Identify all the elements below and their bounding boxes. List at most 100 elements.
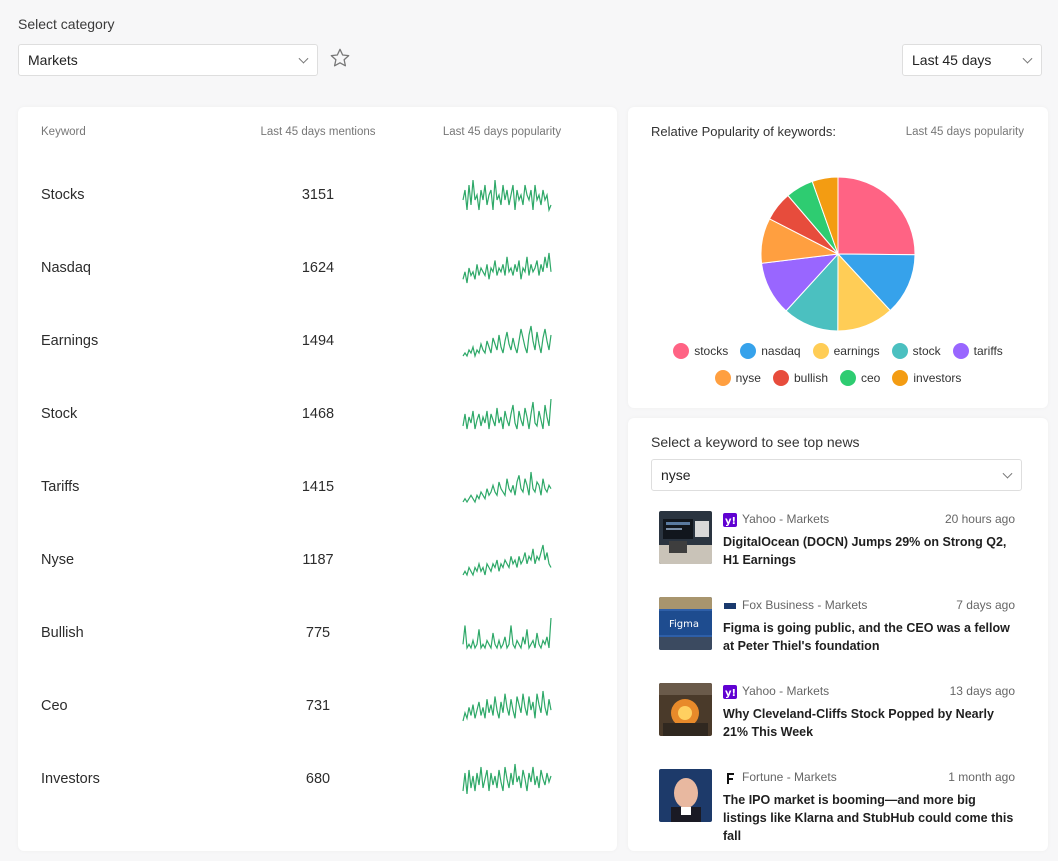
pie-title: Relative Popularity of keywords: [651, 124, 836, 139]
keyword-select[interactable]: nyse [651, 459, 1022, 491]
legend-item-bullish[interactable]: bullish [772, 370, 828, 386]
pie-slice-stocks[interactable] [837, 177, 915, 256]
news-item[interactable]: Fortune - Markets 1 month ago The IPO mark… [659, 769, 1019, 843]
legend-item-stock[interactable]: stock [891, 343, 941, 359]
legend-swatch [952, 343, 969, 359]
table-row[interactable]: Stocks 3151 [18, 159, 617, 232]
news-time: 20 hours ago [944, 512, 1015, 526]
sparkline [462, 325, 552, 359]
legend-swatch [714, 370, 731, 386]
pie-subtitle: Last 45 days popularity [905, 126, 1024, 138]
sparkline-line [462, 471, 552, 504]
pie-slice-investors[interactable] [811, 177, 839, 255]
legend-swatch [812, 343, 829, 359]
legend-label: earnings [833, 344, 880, 358]
news-time: 13 days ago [949, 684, 1015, 698]
category-label: Select category [18, 16, 115, 32]
table-row[interactable]: Tariffs 1415 [18, 451, 617, 524]
column-header-mentions: Last 45 days mentions [260, 126, 376, 138]
legend-item-earnings[interactable]: earnings [812, 343, 880, 359]
news-headline[interactable]: The IPO market is booming—and more big l… [723, 793, 1014, 843]
news-item[interactable]: y! Yahoo - Markets 20 hours ago DigitalOcea… [659, 511, 1019, 581]
sparkline-line [462, 252, 552, 284]
legend-label: bullish [793, 371, 828, 385]
pie-chart[interactable] [761, 177, 915, 331]
news-thumbnail[interactable]: Figma [659, 597, 712, 650]
legend-item-investors[interactable]: investors [892, 370, 961, 386]
chevron-down-icon [1002, 468, 1013, 479]
table-row[interactable]: Stock 1468 [18, 378, 617, 451]
category-select[interactable]: Markets [18, 44, 318, 76]
keyword-cell: Earnings [41, 333, 99, 349]
keyword-cell: Nasdaq [41, 260, 91, 276]
table-row[interactable]: Earnings 1494 [18, 305, 617, 378]
column-header-keyword: Keyword [41, 126, 86, 138]
mentions-cell: 1624 [301, 260, 335, 276]
legend-label: nasdaq [761, 344, 801, 358]
table-row[interactable]: Nasdaq 1624 [18, 232, 617, 305]
sparkline [462, 763, 552, 795]
pie-slice-nasdaq[interactable] [836, 253, 915, 312]
yahoo-logo-icon: y! [723, 513, 737, 527]
pie-legend-row-2: nyse bullish ceo investors [628, 370, 1048, 386]
legend-item-ceo[interactable]: ceo [840, 370, 880, 386]
popularity-pie-card: Relative Popularity of keywords: Last 45… [628, 107, 1048, 408]
news-item[interactable]: y! Yahoo - Markets 13 days ago Why Clevelan… [659, 683, 1019, 753]
table-row[interactable]: Investors 680 [18, 743, 617, 816]
legend-item-nyse[interactable]: nyse [714, 370, 761, 386]
mentions-cell: 775 [305, 625, 331, 641]
date-range-select[interactable]: Last 45 days [902, 44, 1042, 76]
news-thumbnail[interactable] [659, 683, 712, 736]
svg-text:y!: y! [725, 688, 736, 699]
column-header-popularity: Last 45 days popularity [442, 126, 562, 138]
sparkline-line [462, 763, 552, 795]
yahoo-logo-icon: y! [723, 685, 737, 699]
mentions-cell: 1494 [301, 333, 335, 349]
legend-label: stock [912, 344, 941, 358]
sparkline [462, 690, 552, 722]
top-news-card: Select a keyword to see top news nyse y!… [628, 418, 1048, 851]
mentions-cell: 1187 [302, 552, 334, 568]
keyword-table: Keyword Last 45 days mentions Last 45 da… [18, 107, 617, 851]
sparkline-line [462, 398, 552, 430]
news-source: Fortune - Markets [742, 770, 837, 784]
legend-swatch [892, 370, 909, 386]
news-headline[interactable]: DigitalOcean (DOCN) Jumps 29% on Strong … [723, 535, 1007, 567]
keyword-select-value: nyse [661, 467, 691, 483]
legend-swatch [891, 343, 908, 359]
news-thumbnail[interactable] [659, 511, 712, 564]
legend-label: investors [913, 371, 962, 385]
news-source: Yahoo - Markets [742, 684, 830, 698]
sparkline-line [462, 179, 552, 213]
news-headline[interactable]: Why Cleveland-Cliffs Stock Popped by Nea… [723, 707, 994, 739]
keyword-cell: Tariffs [41, 479, 80, 495]
legend-swatch [840, 370, 856, 386]
legend-item-stocks[interactable]: stocks [673, 343, 728, 359]
legend-swatch [740, 343, 757, 359]
mentions-cell: 1468 [301, 406, 335, 422]
table-row[interactable]: Nyse 1187 [18, 524, 617, 597]
table-row[interactable]: Ceo 731 [18, 670, 617, 743]
keyword-cell: Stock [41, 406, 78, 422]
news-time: 7 days ago [956, 598, 1015, 612]
pie-legend-row-1: stocks nasdaq earnings stock tariffs [628, 343, 1048, 359]
sparkline [462, 179, 552, 213]
table-row[interactable]: Bullish 775 [18, 597, 617, 670]
chevron-down-icon [1022, 53, 1033, 64]
keyword-cell: Stocks [41, 187, 85, 203]
legend-item-nasdaq[interactable]: nasdaq [740, 343, 801, 359]
news-item[interactable]: Figma Fox Business - Markets 7 days ago Fig… [659, 597, 1019, 667]
legend-item-tariffs[interactable]: tariffs [952, 343, 1003, 359]
mentions-cell: 731 [305, 698, 331, 714]
keyword-cell: Ceo [41, 698, 68, 714]
svg-text:Figma: Figma [669, 619, 699, 630]
news-title: Select a keyword to see top news [651, 434, 860, 450]
legend-label: ceo [861, 371, 881, 385]
keyword-cell: Nyse [41, 552, 75, 568]
mentions-cell: 3151 [301, 187, 335, 203]
sparkline [462, 398, 552, 430]
news-thumbnail[interactable] [659, 769, 712, 822]
news-headline[interactable]: Figma is going public, and the CEO was a… [723, 621, 1010, 653]
pie-slice-earnings[interactable] [837, 252, 891, 331]
star-icon[interactable] [329, 47, 351, 69]
